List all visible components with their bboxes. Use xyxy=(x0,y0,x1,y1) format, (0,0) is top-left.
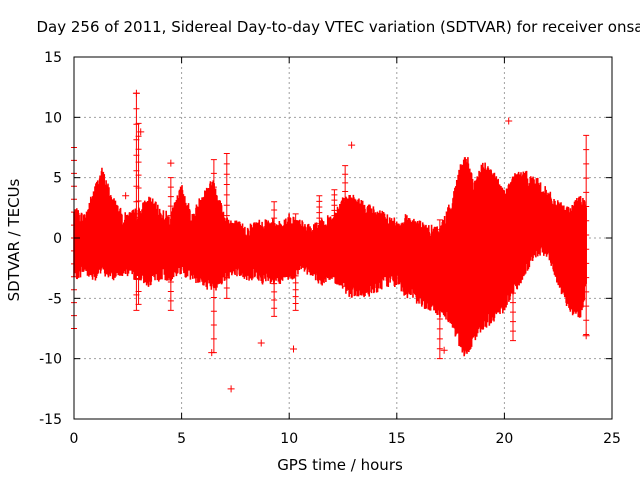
y-tick-label: -10 xyxy=(39,352,62,368)
x-tick-label: 25 xyxy=(603,431,621,447)
y-tick-label: -15 xyxy=(39,412,62,428)
sdtvar-spike-markers xyxy=(135,122,142,305)
data-point xyxy=(440,346,448,354)
data-point xyxy=(227,385,235,393)
y-tick-label: 0 xyxy=(53,231,62,247)
data-point xyxy=(122,192,130,200)
y-tick-label: -5 xyxy=(48,291,62,307)
data-point xyxy=(505,117,513,125)
data-point xyxy=(290,345,298,353)
x-tick-label: 5 xyxy=(177,431,186,447)
data-point xyxy=(257,339,265,347)
sdtvar-spike-markers xyxy=(331,189,338,263)
sdtvar-spike-markers xyxy=(223,153,230,299)
sdtvar-spike-markers xyxy=(167,177,174,311)
sdtvar-spike-markers xyxy=(292,213,299,311)
sdtvar-spike-markers xyxy=(342,165,349,287)
sdtvar-spike-markers xyxy=(510,207,517,342)
y-tick-label: 10 xyxy=(44,110,62,126)
axis-ticks: 0 5 10 15 20 25 -15 -10 -5 0 5 10 15 xyxy=(39,50,621,447)
data-point xyxy=(137,128,145,136)
sdtvar-spike-markers xyxy=(316,195,323,275)
x-tick-label: 15 xyxy=(388,431,406,447)
sdtvar-spike-markers xyxy=(271,201,278,317)
data-point xyxy=(348,141,356,149)
data-point xyxy=(582,332,590,340)
data-point xyxy=(132,89,140,97)
x-tick-label: 0 xyxy=(70,431,79,447)
data-point xyxy=(208,349,216,357)
y-axis-label: SDTVAR / TECUs xyxy=(5,178,23,301)
sdtvar-spike-markers xyxy=(133,92,140,311)
y-tick-label: 5 xyxy=(53,171,62,187)
y-tick-label: 15 xyxy=(44,50,62,66)
data-point xyxy=(167,159,175,167)
chart-title: Day 256 of 2011, Sidereal Day-to-day VTE… xyxy=(37,18,640,36)
sdtvar-spike-markers xyxy=(436,219,443,360)
x-tick-label: 10 xyxy=(280,431,298,447)
x-axis-label: GPS time / hours xyxy=(277,456,403,474)
x-tick-label: 20 xyxy=(495,431,513,447)
